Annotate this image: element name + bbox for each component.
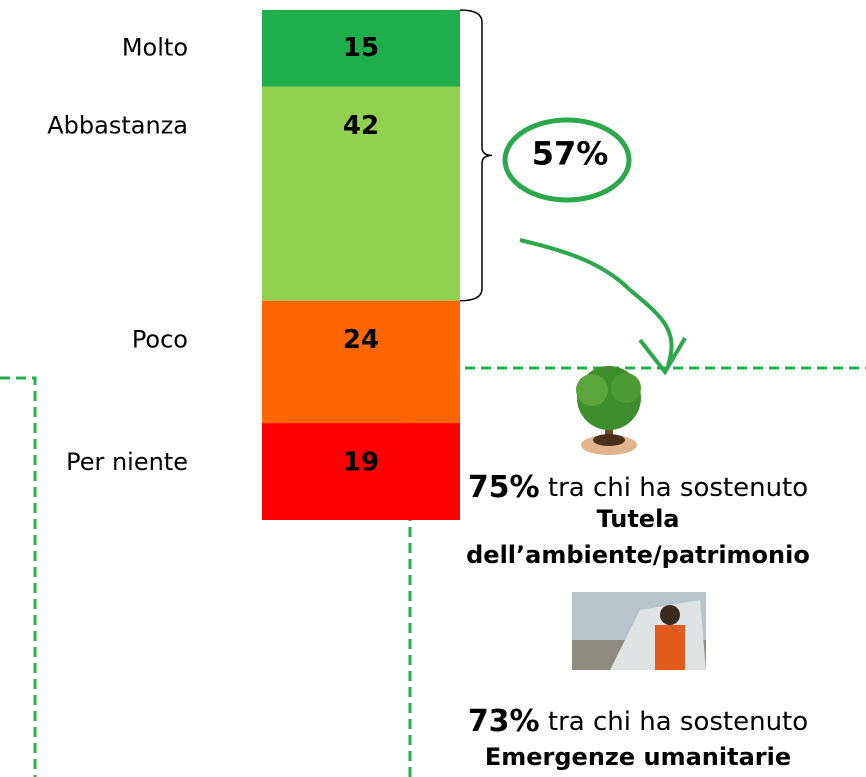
bar-segment: [262, 300, 460, 424]
arrow: [519, 238, 674, 366]
callout-line: 73% tra chi ha sostenuto: [468, 704, 808, 739]
photo-image: [572, 592, 706, 670]
value-label: 15: [343, 33, 379, 63]
category-label: Molto: [122, 33, 188, 61]
category-label: Poco: [132, 326, 188, 354]
callout-space: [540, 473, 548, 503]
callout-title: dell’ambiente/patrimonio: [466, 541, 810, 569]
dashed-box-left: [0, 376, 37, 777]
callout-share: 73%: [468, 704, 540, 739]
callout-text: tra chi ha sostenuto: [548, 707, 808, 737]
arrow-head: [638, 336, 687, 376]
callout-title: Tutela: [597, 505, 680, 533]
category-label: Per niente: [66, 448, 188, 476]
tree-image: [576, 366, 641, 455]
value-label: 24: [343, 325, 379, 355]
highlight-circle: [502, 117, 632, 203]
callout-space: [540, 707, 548, 737]
bar-segment: [262, 10, 460, 87]
annotation-label: 57%: [532, 134, 609, 172]
callout-line: 75% tra chi ha sostenuto: [468, 470, 808, 505]
bar-segment: [262, 423, 460, 520]
category-label: Abbastanza: [47, 112, 188, 140]
value-label: 42: [343, 111, 379, 141]
callout-share: 75%: [468, 470, 540, 505]
callout-title: Emergenze umanitarie: [485, 743, 791, 771]
brace: [459, 9, 493, 302]
value-label: 19: [343, 448, 379, 478]
bar-segment: [262, 86, 460, 301]
callout-text: tra chi ha sostenuto: [548, 473, 808, 503]
